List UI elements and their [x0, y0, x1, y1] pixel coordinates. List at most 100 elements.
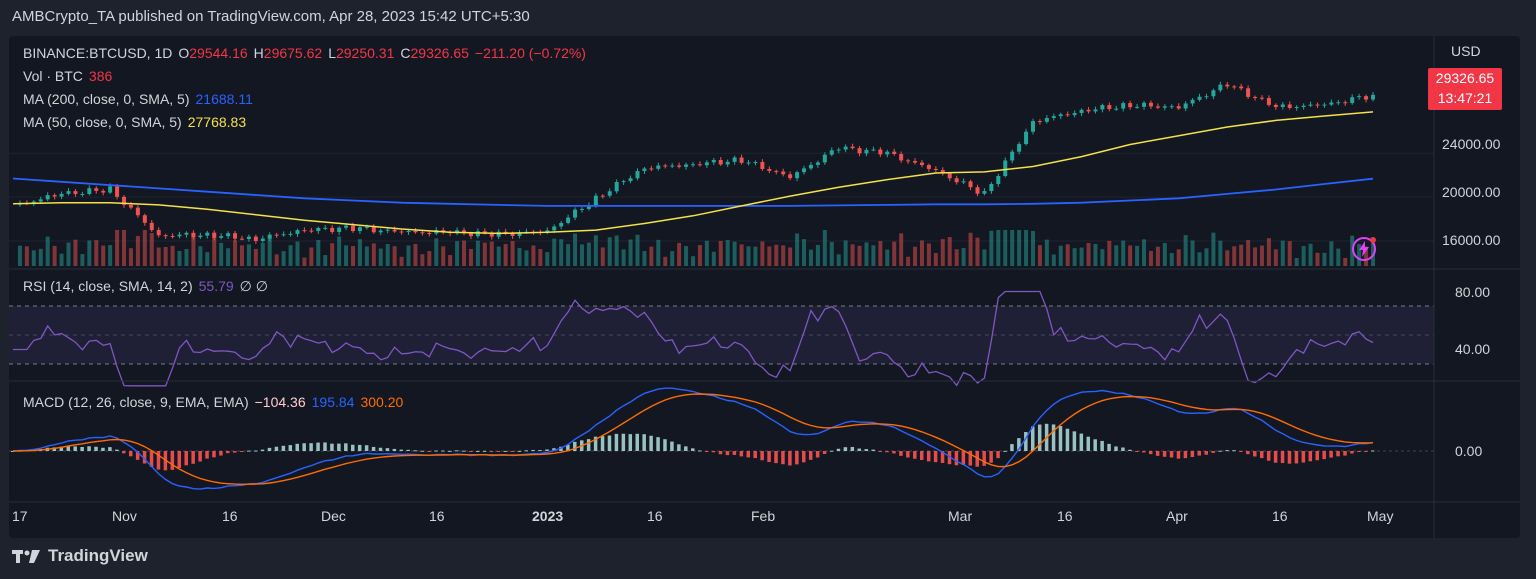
- candle-body: [996, 176, 1001, 185]
- time-axis-labels: 17 Nov 16 Dec 16 2023 16 Feb Mar 16 Apr …: [12, 508, 1393, 524]
- volume-bar: [1128, 245, 1133, 266]
- macd-hist-bar: [1225, 450, 1229, 452]
- macd-hist-bar: [1232, 450, 1236, 452]
- candle-body: [1280, 104, 1285, 108]
- volume-bar: [1072, 248, 1077, 266]
- rsi-label-80: 80.00: [1455, 284, 1490, 300]
- volume-bar: [579, 244, 584, 266]
- volume-bar: [947, 237, 952, 266]
- volume-bar: [38, 248, 43, 266]
- candle-body: [142, 215, 147, 223]
- currency-label[interactable]: USD: [1451, 43, 1481, 59]
- candle-body: [288, 233, 293, 235]
- macd-hist-bar: [1176, 451, 1181, 459]
- macd-hist-bar: [691, 448, 695, 451]
- macd-hist-bar: [1336, 451, 1340, 457]
- volume-bar: [413, 243, 418, 266]
- chart-svg[interactable]: 24000.00 20000.00 16000.00 80.00 40.00 0…: [9, 36, 1520, 538]
- macd-hist-bar: [802, 451, 806, 463]
- candle-body: [1329, 102, 1334, 105]
- volume-bar: [1024, 230, 1029, 266]
- volume-bar: [1079, 247, 1084, 266]
- candle-body: [1114, 108, 1119, 110]
- footer-brand: TradingView: [12, 546, 148, 566]
- volume-bar: [1169, 253, 1174, 266]
- candle-body: [482, 231, 487, 233]
- macd-label-0: 0.00: [1455, 443, 1482, 459]
- change-value: −211.20 (−0.72%): [474, 45, 586, 61]
- macd-hist-bar: [1204, 451, 1208, 455]
- macd-hist-bar: [316, 442, 320, 451]
- candle-body: [351, 225, 355, 232]
- macd-hist-bar: [524, 450, 528, 452]
- legend-ohlc[interactable]: BINANCE:BTCUSD, 1D O29544.16 H29675.62 L292…: [23, 45, 592, 61]
- macd-hist-bar: [1273, 451, 1278, 463]
- volume-bar: [843, 240, 848, 266]
- macd-hist-bar: [1239, 451, 1243, 452]
- chart-area[interactable]: 24000.00 20000.00 16000.00 80.00 40.00 0…: [9, 36, 1520, 538]
- volume-bar: [80, 254, 85, 266]
- volume-bar: [1183, 235, 1188, 266]
- legend-rsi[interactable]: RSI (14, close, SMA, 14, 2) 55.79 ∅ ∅: [23, 278, 274, 295]
- candle-body: [94, 188, 99, 191]
- legend-ma200[interactable]: MA (200, close, 0, SMA, 5) 21688.11: [23, 91, 259, 107]
- macd-hist-bar: [364, 445, 369, 451]
- volume-bar: [746, 246, 751, 266]
- candle-body: [274, 234, 279, 236]
- volume-bar: [1322, 252, 1327, 266]
- candle-body: [836, 149, 841, 151]
- volume-bar: [538, 249, 543, 266]
- candle-body: [198, 235, 203, 238]
- candle-body: [677, 165, 682, 167]
- macd-hist-bar: [947, 451, 952, 465]
- volume-bar: [1107, 240, 1112, 266]
- volume-bar: [357, 239, 362, 266]
- volume-bar: [1294, 257, 1299, 266]
- macd-hist-bar: [52, 447, 57, 451]
- volume-bar: [510, 241, 515, 266]
- candle-body: [635, 171, 640, 179]
- macd-hist-bar: [59, 446, 64, 451]
- legend-volume[interactable]: Vol · BTC 386: [23, 68, 118, 84]
- candle-body: [566, 217, 571, 223]
- candle-body: [1225, 84, 1230, 87]
- volume-bar: [1273, 249, 1278, 266]
- candle-body: [73, 191, 78, 195]
- rsi-value: 55.79: [198, 278, 234, 294]
- macd-hist-bar: [191, 451, 195, 464]
- macd-hist-bar: [288, 445, 293, 451]
- candle-body: [1294, 107, 1299, 109]
- macd-hist-bar: [517, 450, 522, 452]
- candle-body: [191, 232, 196, 238]
- volume-bar: [621, 249, 626, 266]
- candle-body: [968, 181, 973, 188]
- candle-body: [316, 227, 321, 231]
- lightning-icon[interactable]: [1350, 235, 1378, 263]
- candle-body: [239, 238, 244, 240]
- volume-bar: [788, 247, 793, 266]
- legend-macd[interactable]: MACD (12, 26, close, 9, EMA, EMA) −104.36…: [23, 394, 409, 410]
- low-label: L: [328, 45, 336, 61]
- macd-hist-bar: [267, 447, 272, 451]
- volume-bar: [448, 254, 453, 266]
- volume-bar: [281, 251, 286, 266]
- macd-hist-bar: [989, 451, 993, 463]
- macd-hist-bar: [1322, 451, 1326, 460]
- macd-hist-bar: [468, 451, 473, 452]
- volume-bar: [670, 251, 675, 266]
- volume-bar: [697, 245, 702, 266]
- volume-bar: [170, 245, 175, 266]
- macd-hist-bar: [899, 451, 903, 456]
- candle-body: [337, 227, 342, 232]
- candle-body: [489, 232, 494, 237]
- ma200-label: MA (200, close, 0, SMA, 5): [23, 91, 190, 107]
- macd-hist-bar: [1114, 446, 1118, 451]
- candle-body: [1211, 90, 1216, 97]
- legend-ma50[interactable]: MA (50, close, 0, SMA, 5) 27768.83: [23, 114, 252, 130]
- candle-body: [919, 162, 924, 166]
- hist-value: 300.20: [360, 394, 404, 410]
- macd-hist-bar: [996, 451, 1000, 459]
- volume-bar: [378, 248, 383, 266]
- macd-hist-bar: [392, 448, 397, 451]
- volume-bar: [1010, 230, 1015, 266]
